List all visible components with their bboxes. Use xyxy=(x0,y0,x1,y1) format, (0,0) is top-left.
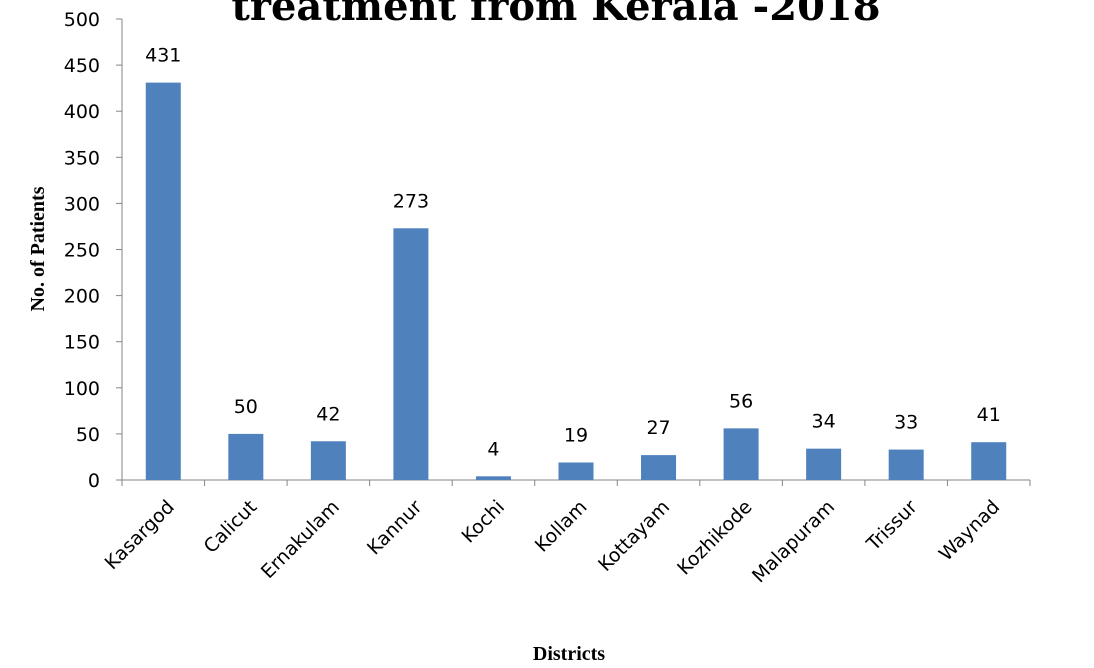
y-tick-label: 500 xyxy=(64,9,100,31)
x-tick-label: Waynad xyxy=(935,496,1004,565)
y-tick-label: 100 xyxy=(64,378,100,400)
y-axis-title: No. of Patients xyxy=(27,186,49,311)
x-axis xyxy=(121,479,1031,486)
x-axis-title: Districts xyxy=(533,643,605,665)
data-label: 33 xyxy=(894,412,918,434)
bar xyxy=(475,476,511,480)
data-label: 19 xyxy=(564,424,588,446)
bar xyxy=(971,442,1007,480)
data-label: 56 xyxy=(729,390,753,412)
x-tick-label: Ernakulam xyxy=(257,496,344,583)
bar xyxy=(145,82,181,481)
data-label: 34 xyxy=(812,411,836,433)
y-tick-label: 400 xyxy=(64,101,100,123)
bars xyxy=(145,82,1007,481)
bar xyxy=(393,228,429,480)
y-tick-label: 450 xyxy=(64,55,100,77)
data-label: 431 xyxy=(145,45,181,67)
bar xyxy=(558,462,594,480)
bar xyxy=(310,441,346,480)
bar xyxy=(641,455,677,480)
y-tick-label: 150 xyxy=(64,332,100,354)
y-axis: 0 50 100 150 200 250 300 350 400 450 500 xyxy=(64,9,123,492)
x-tick-label: Kottayam xyxy=(594,496,674,576)
x-tick-label: Kollam xyxy=(531,496,592,557)
bar xyxy=(723,428,759,480)
data-label: 42 xyxy=(316,403,340,425)
y-tick-label: 50 xyxy=(76,424,100,446)
y-tick-label: 250 xyxy=(64,240,100,262)
data-label: 273 xyxy=(393,190,429,212)
chart-title: treatment from Kerala -2018 xyxy=(231,0,880,30)
x-tick-label: Malapuram xyxy=(748,496,839,587)
data-label: 41 xyxy=(977,404,1001,426)
x-tick-label: Trissur xyxy=(862,496,922,556)
y-tick-label: 200 xyxy=(64,286,100,308)
data-label: 50 xyxy=(234,396,258,418)
y-tick-label: 350 xyxy=(64,147,100,169)
x-tick-label: Kasargod xyxy=(101,496,179,574)
x-tick-label: Kannur xyxy=(363,496,427,560)
x-tick-label: Kochi xyxy=(457,496,509,548)
x-tick-label: Kozhikode xyxy=(673,496,757,580)
bar xyxy=(228,433,264,480)
data-label: 27 xyxy=(646,417,670,439)
bar xyxy=(806,448,842,480)
bar xyxy=(888,449,924,480)
y-tick-label: 0 xyxy=(88,470,100,492)
x-tick-label: Calicut xyxy=(200,496,262,558)
y-tick-label: 300 xyxy=(64,193,100,215)
data-labels: 431 50 42 273 4 19 27 56 34 33 41 xyxy=(145,45,1001,461)
data-label: 4 xyxy=(487,438,499,460)
